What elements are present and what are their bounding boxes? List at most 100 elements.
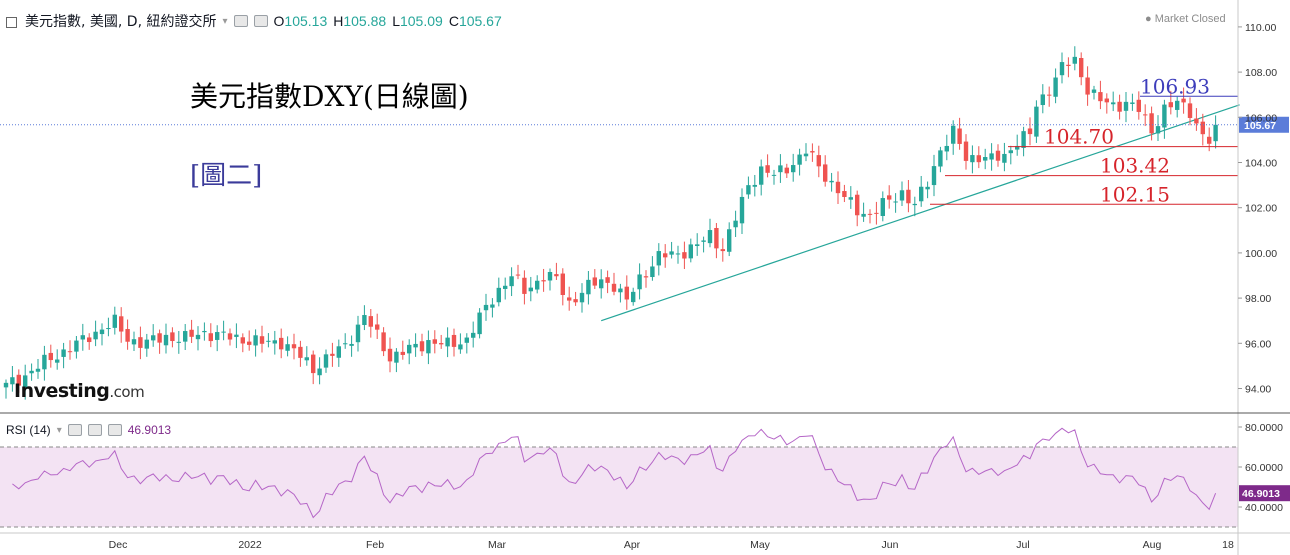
y-tick-label: 94.00 (1245, 384, 1271, 396)
rsi-header: RSI (14) ▾ 46.9013 (6, 423, 171, 437)
candle-body (1002, 153, 1007, 163)
candle-body (810, 151, 815, 153)
candle-body (35, 368, 41, 372)
candle-body (1040, 94, 1045, 106)
candle-body (1059, 62, 1065, 76)
rsi-last-tag (1239, 485, 1290, 502)
candle-body (778, 165, 783, 173)
candle-body (247, 341, 252, 345)
candle-body (547, 271, 553, 281)
candle-body (1098, 92, 1103, 102)
candle-body (560, 273, 565, 295)
candle-body (432, 339, 437, 344)
candle-body (931, 166, 937, 186)
candle-body (707, 230, 713, 244)
candle-body (183, 331, 188, 342)
candle-body (1181, 98, 1186, 103)
x-tick-label: Jul (1016, 539, 1029, 551)
candle-body (944, 145, 949, 152)
market-status: ● Market Closed (1145, 13, 1226, 25)
candle-body (611, 283, 617, 292)
candle-body (157, 333, 162, 343)
candle-body (1123, 101, 1129, 111)
candle-body (93, 331, 98, 340)
candle-body (266, 340, 271, 342)
candle-body (67, 351, 73, 353)
candle-body (477, 312, 482, 335)
rsi-close-icon[interactable] (107, 424, 122, 436)
candle-body (925, 186, 930, 190)
candle-body (189, 329, 194, 337)
rsi-tick-label: 40.0000 (1245, 502, 1283, 514)
candle-body (957, 128, 962, 144)
dropdown-icon[interactable]: ▾ (222, 15, 228, 27)
candle-body (227, 333, 233, 340)
candle-body (458, 344, 463, 350)
candle-body (797, 154, 802, 165)
x-tick-label: Dec (109, 539, 128, 551)
x-tick-label: Jun (882, 539, 899, 551)
candle-body (1187, 103, 1193, 118)
investing-logo: Investing.com (14, 380, 145, 402)
candle-body (61, 349, 66, 357)
candle-body (624, 286, 629, 300)
candle-body (323, 354, 329, 368)
rsi-label[interactable]: RSI (14) (6, 423, 51, 437)
rsi-settings-icon[interactable] (87, 424, 102, 436)
candle-body (29, 370, 34, 374)
candle-body (1085, 77, 1090, 95)
y-tick-label: 108.00 (1245, 67, 1277, 79)
candle-body (240, 337, 245, 344)
candle-body (368, 316, 373, 327)
candle-body (419, 341, 425, 352)
candle-body (1079, 58, 1084, 78)
candle-body (381, 332, 386, 352)
candle-body (656, 251, 661, 266)
candle-body (311, 354, 316, 374)
candle-body (1027, 128, 1033, 135)
candle-body (848, 197, 853, 200)
candle-body (426, 340, 431, 354)
candle-body (3, 382, 9, 388)
candle-body (336, 346, 341, 358)
candle-body (893, 201, 898, 203)
candle-body (170, 332, 175, 342)
candle-body (509, 276, 514, 287)
support-label: 102.15 (1100, 182, 1170, 206)
candle-body (279, 337, 284, 350)
settings-icon[interactable] (253, 15, 268, 27)
candle-body (55, 359, 60, 363)
rsi-dropdown-icon[interactable]: ▾ (56, 424, 62, 436)
candle-body (675, 253, 681, 255)
rsi-tick-label: 80.0000 (1245, 422, 1283, 434)
candle-body (106, 328, 111, 330)
candle-body (842, 191, 847, 197)
rsi-visibility-icon[interactable] (67, 424, 82, 436)
candle-body (16, 374, 21, 386)
candle-body (746, 185, 751, 195)
visibility-icon[interactable] (233, 15, 248, 27)
candle-body (541, 280, 546, 282)
high-value: H105.88 (333, 13, 387, 29)
candle-body (234, 334, 239, 337)
chart-subtitle: [圖二] (190, 161, 262, 191)
candle-body (733, 220, 738, 228)
candle-body (483, 304, 489, 311)
symbol-label[interactable]: 美元指數, 美國, D, 紐約證交所 (25, 14, 217, 30)
candle-body (599, 279, 604, 289)
candle-body (1143, 114, 1148, 116)
candle-body (1175, 100, 1180, 110)
collapse-icon[interactable] (6, 16, 17, 28)
candle-body (682, 252, 687, 259)
candle-body (823, 164, 828, 182)
x-tick-label: Feb (366, 539, 384, 551)
candle-body (899, 190, 905, 201)
candle-body (163, 334, 169, 346)
candle-body (471, 332, 476, 338)
candle-body (195, 334, 201, 340)
candle-body (10, 377, 15, 385)
candle-body (375, 324, 380, 330)
candle-body (99, 329, 105, 335)
y-tick-label: 104.00 (1245, 158, 1277, 170)
